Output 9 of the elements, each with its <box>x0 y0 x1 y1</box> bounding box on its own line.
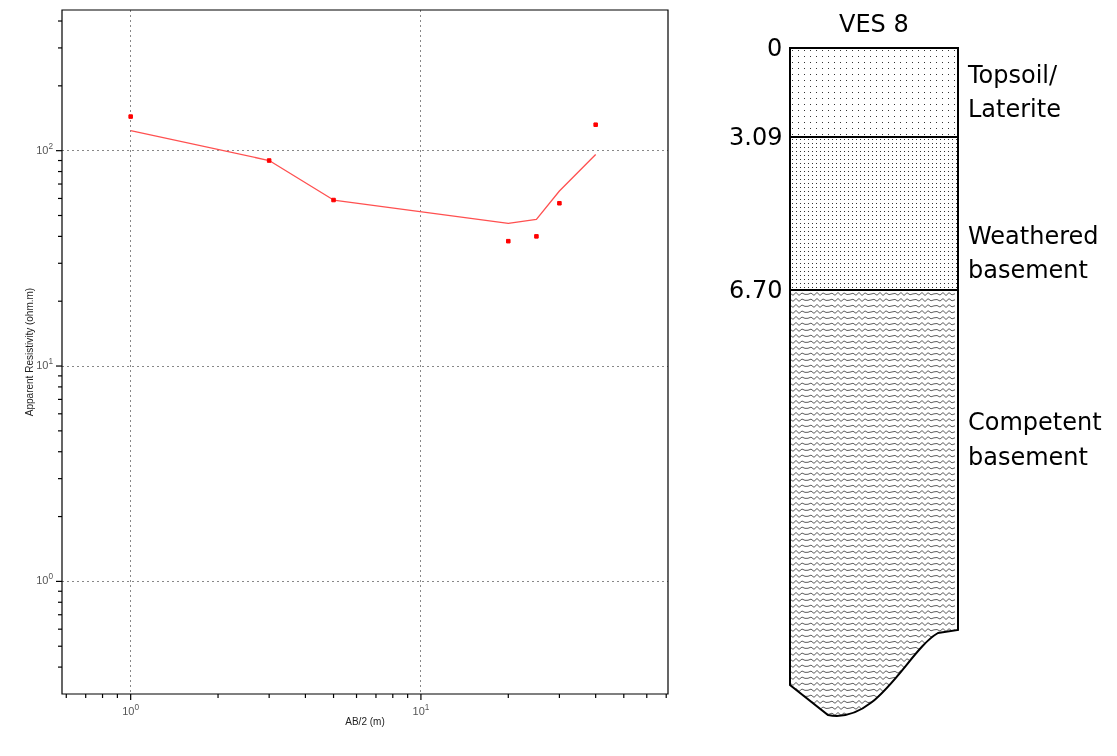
text: 0 <box>767 34 783 62</box>
x-axis-title: AB/2 (m) <box>345 715 385 727</box>
text: VES 8 <box>839 10 909 38</box>
category-label: Weathered basement <box>968 220 1100 287</box>
y-axis-title: Apparent Resistivity (ohm.m) <box>23 287 35 417</box>
category-label: Competent basement <box>968 407 1103 473</box>
category-label: Topsoil/Laterite <box>968 59 1062 126</box>
text: 3.09 <box>729 123 783 151</box>
text: 6.70 <box>729 276 783 304</box>
